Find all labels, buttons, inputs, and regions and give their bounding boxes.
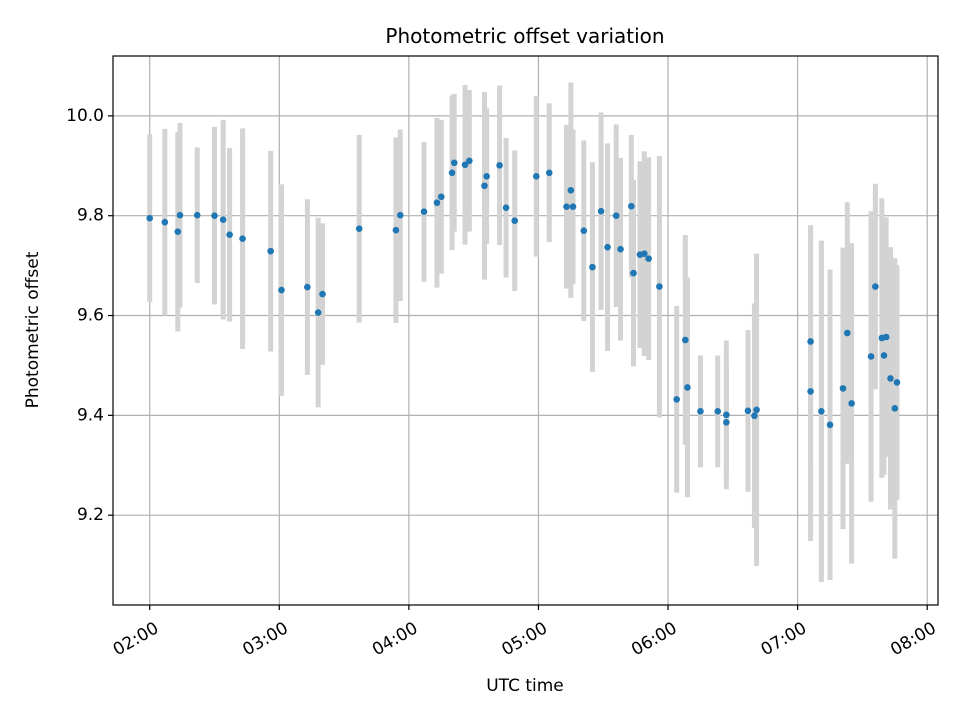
data-point: [682, 336, 689, 344]
data-point: [481, 182, 488, 190]
data-point: [466, 157, 473, 165]
y-axis-label: Photometric offset: [23, 251, 43, 408]
y-tick-label: 9.8: [77, 206, 104, 226]
data-point: [753, 406, 760, 414]
data-point: [161, 218, 169, 226]
data-point: [887, 375, 894, 382]
data-point: [483, 172, 490, 180]
data-point: [267, 247, 274, 255]
data-point: [597, 207, 605, 215]
data-point: [174, 228, 182, 235]
data-point: [502, 204, 510, 212]
data-point: [532, 172, 540, 180]
data-point: [146, 214, 154, 222]
data-point: [891, 405, 899, 412]
data-point: [807, 388, 814, 395]
data-point: [807, 338, 814, 345]
chart-title: Photometric offset variation: [385, 24, 664, 48]
data-point: [744, 407, 752, 415]
data-point: [211, 212, 218, 220]
data-point: [193, 211, 201, 219]
data-point: [580, 227, 588, 234]
data-point: [673, 396, 680, 403]
data-point: [496, 162, 503, 169]
data-point: [545, 169, 553, 177]
data-point: [628, 202, 635, 210]
data-points: [146, 157, 901, 429]
x-axis-label: UTC time: [486, 676, 564, 696]
data-point: [396, 211, 404, 219]
data-point: [612, 212, 620, 220]
data-point: [872, 283, 879, 290]
data-point: [314, 309, 322, 316]
data-point: [723, 411, 730, 419]
data-point: [433, 199, 441, 207]
data-point: [176, 211, 184, 219]
data-point: [617, 245, 624, 253]
data-point: [604, 243, 611, 251]
data-point: [645, 255, 652, 262]
data-point: [226, 231, 233, 238]
data-point: [839, 385, 847, 392]
data-point: [818, 408, 825, 415]
data-point: [461, 161, 469, 169]
data-point: [355, 225, 363, 232]
y-tick-label: 9.6: [77, 306, 104, 326]
data-point: [630, 269, 637, 277]
plot-area: [113, 56, 938, 605]
data-point: [563, 203, 570, 211]
data-point: [848, 400, 855, 407]
data-point: [843, 329, 851, 337]
data-point: [219, 216, 227, 224]
data-point: [880, 352, 888, 359]
data-point: [304, 283, 311, 291]
y-axis: 9.2 9.4 9.6 9.8 10.0: [66, 106, 113, 525]
y-tick-label: 10.0: [66, 106, 104, 126]
data-point: [893, 379, 901, 386]
data-point: [278, 286, 285, 294]
data-point: [239, 235, 246, 242]
data-point: [656, 283, 663, 290]
data-point: [420, 208, 428, 216]
data-point: [882, 333, 890, 341]
data-point: [640, 250, 648, 257]
data-point: [511, 217, 519, 224]
y-tick-label: 9.4: [77, 405, 104, 425]
data-point: [450, 159, 458, 167]
data-point: [723, 419, 730, 426]
data-point: [867, 353, 875, 360]
data-point: [569, 203, 577, 211]
data-point: [751, 412, 758, 420]
data-point: [826, 421, 834, 429]
plot-frame: [112, 55, 939, 606]
data-point: [714, 408, 722, 415]
data-point: [684, 384, 691, 391]
data-point: [392, 226, 400, 234]
data-point: [448, 169, 456, 177]
data-point: [437, 193, 445, 201]
data-point: [697, 408, 704, 415]
y-tick-label: 9.2: [77, 505, 104, 525]
data-point: [567, 186, 575, 194]
data-point: [589, 263, 596, 271]
data-point: [319, 290, 326, 298]
